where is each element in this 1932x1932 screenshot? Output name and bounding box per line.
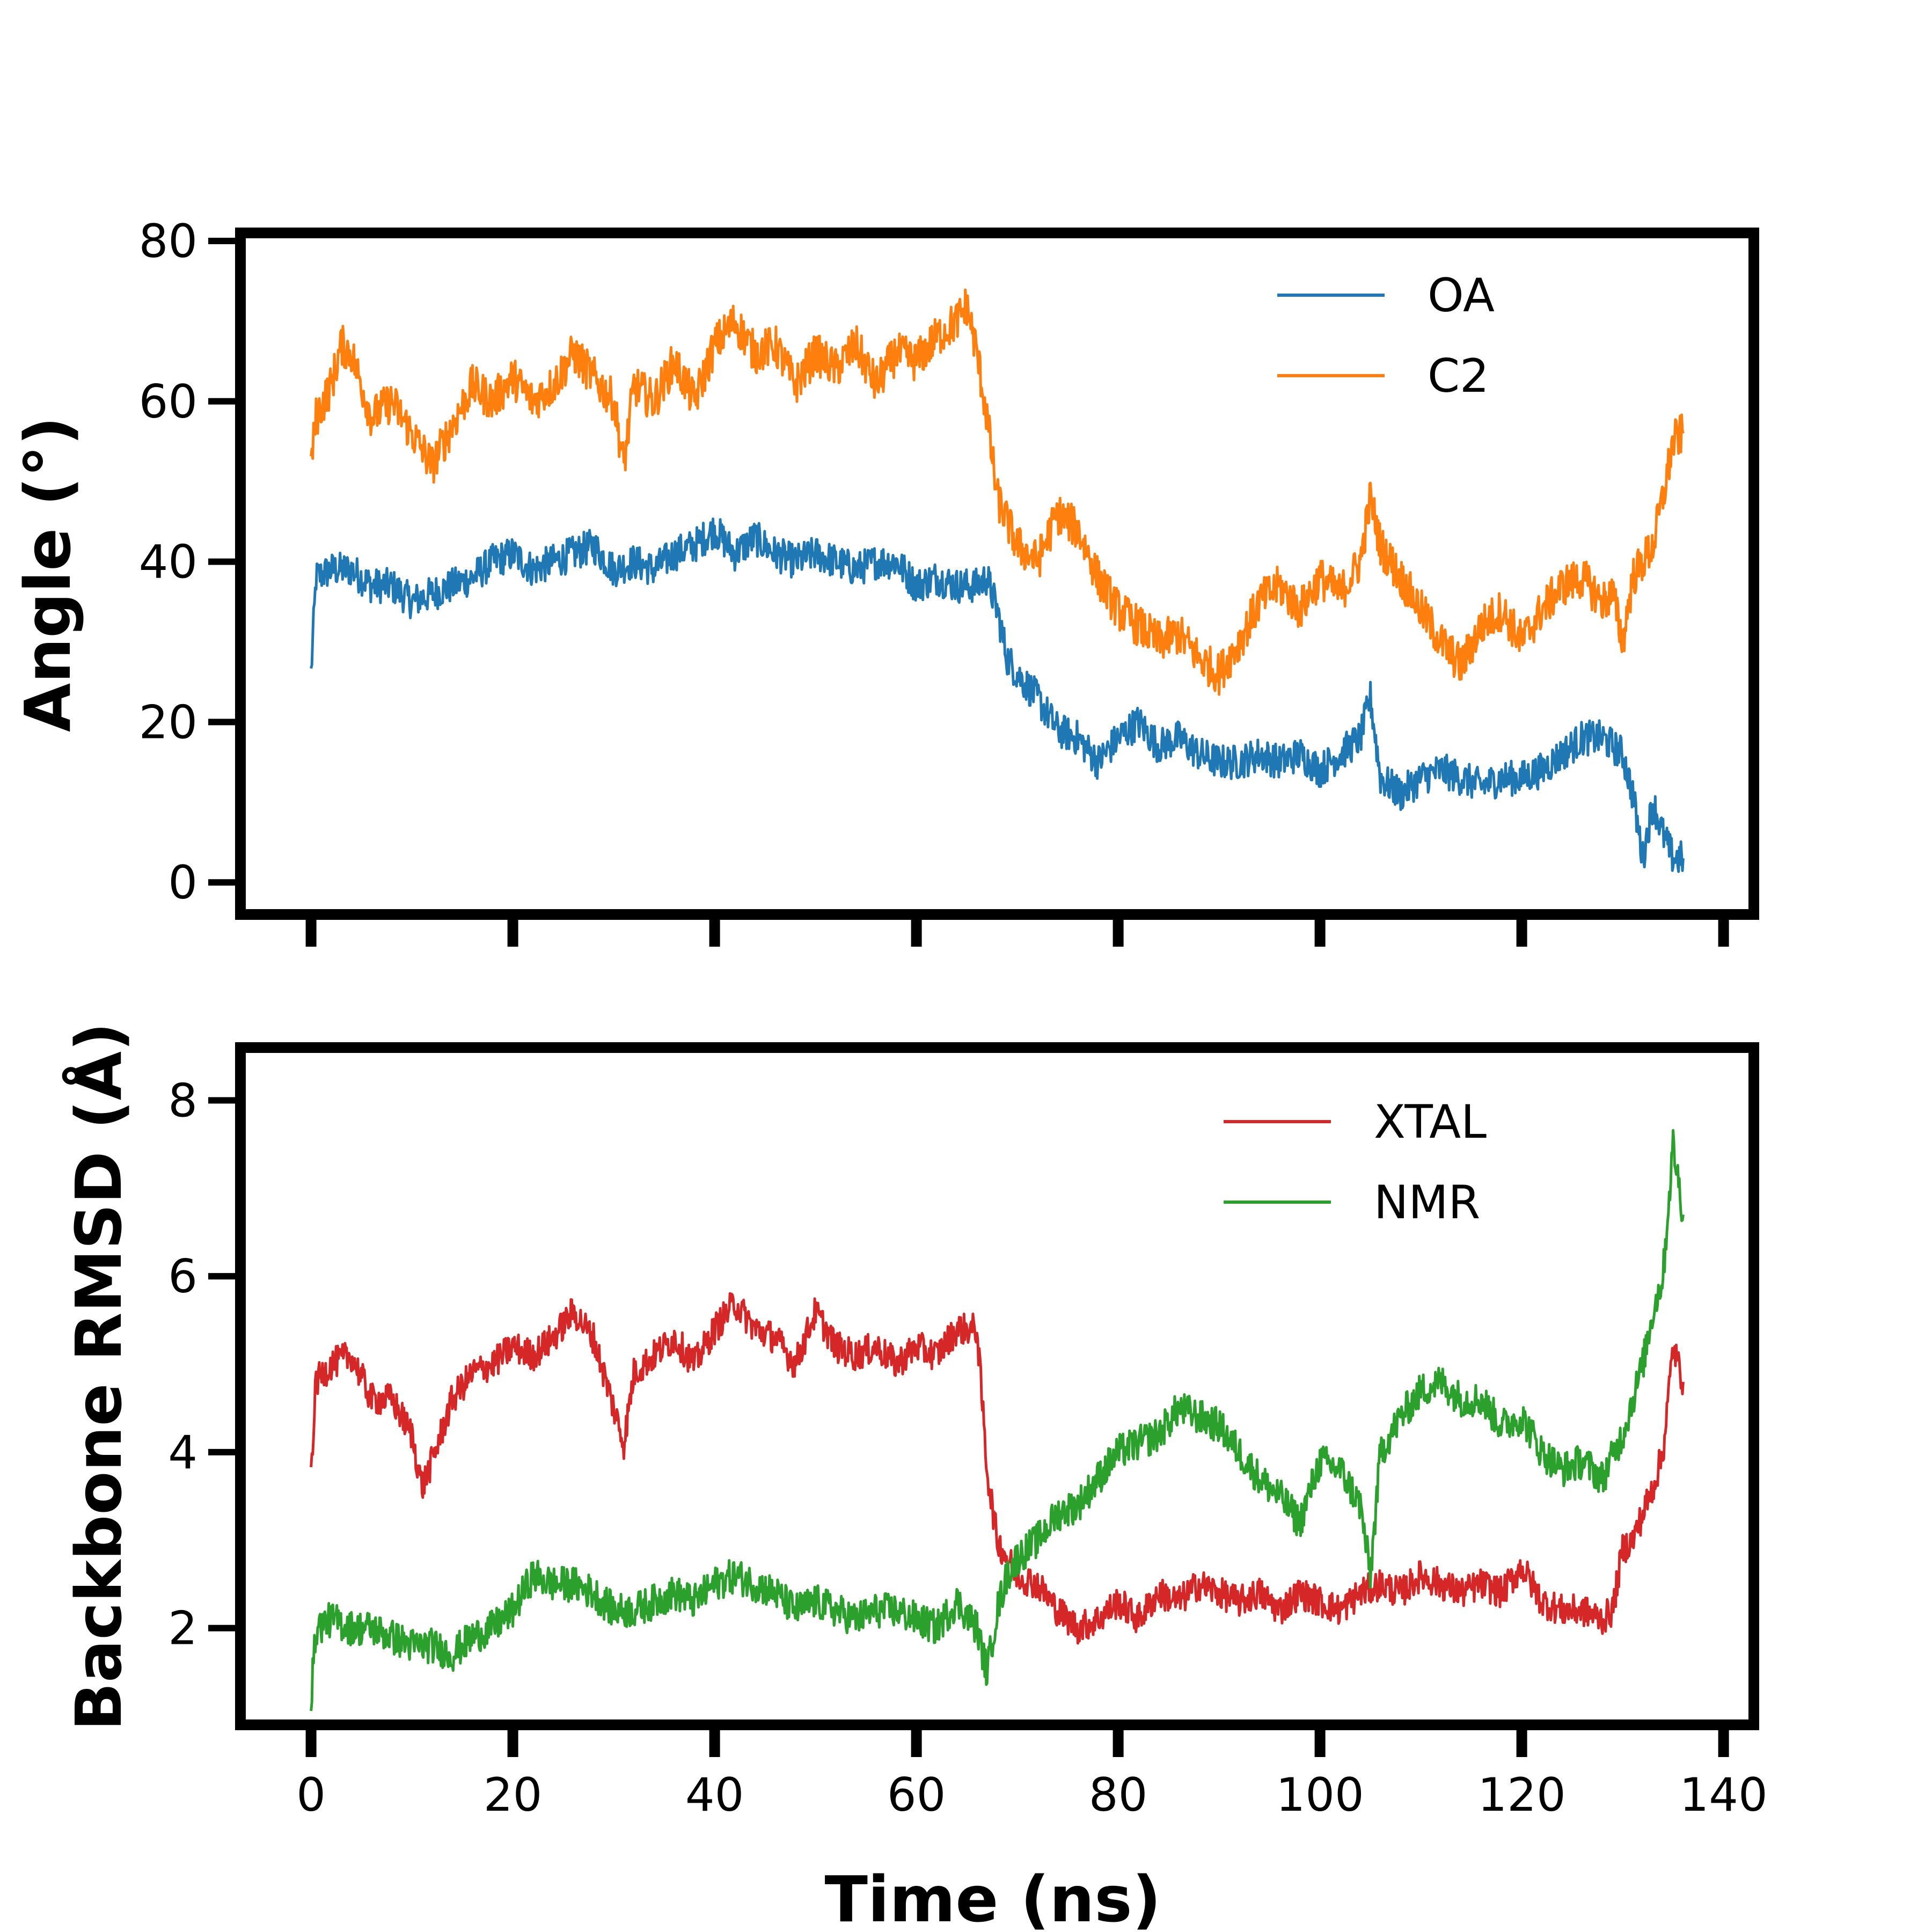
rmsd-plot-frame (235, 1042, 1759, 1730)
rmsd-x-tick-label: 60 (887, 1768, 946, 1822)
angle-panel: 0 20 40 60 80 Angle (°) OA C2 (11, 215, 1759, 947)
angle-y-ticks: 0 20 40 60 80 (139, 215, 240, 910)
angle-series-c2-line (310, 288, 1685, 696)
angle-series-oa-line (310, 517, 1685, 873)
rmsd-x-tick-label: 0 (296, 1768, 326, 1822)
angle-y-tick-label: 20 (139, 696, 197, 749)
rmsd-legend-label-nmr: NMR (1374, 1176, 1480, 1230)
rmsd-x-tick-label: 100 (1276, 1768, 1364, 1822)
angle-legend-label-c2: C2 (1428, 349, 1489, 403)
angle-series-layer (310, 288, 1685, 873)
rmsd-legend: XTAL NMR (1224, 1095, 1487, 1230)
rmsd-x-tick-label: 120 (1478, 1768, 1566, 1822)
rmsd-y-axis-title: Backbone RMSD (Å) (62, 1022, 136, 1731)
rmsd-x-tick-label: 80 (1089, 1768, 1147, 1822)
rmsd-x-tick-label: 140 (1680, 1768, 1768, 1822)
rmsd-y-ticks: 2 4 6 8 (168, 1074, 240, 1656)
angle-y-axis-title: Angle (°) (11, 416, 85, 732)
x-axis-title: Time (ns) (824, 1862, 1161, 1932)
angle-plot-frame (235, 228, 1759, 920)
rmsd-panel: 2 4 6 8 0 20 40 60 80 100 120 140 Backbone RMSD (Å… (62, 1022, 1768, 1822)
angle-y-tick-label: 40 (139, 536, 197, 589)
angle-y-tick-label: 0 (168, 856, 197, 910)
rmsd-y-tick-label: 6 (168, 1250, 197, 1304)
rmsd-y-tick-label: 2 (168, 1602, 197, 1656)
rmsd-series-layer (310, 1129, 1685, 1711)
rmsd-x-tick-label: 40 (685, 1768, 744, 1822)
rmsd-series-xtal-line (310, 1292, 1685, 1645)
rmsd-y-tick-label: 8 (168, 1074, 197, 1128)
rmsd-series-nmr-line (310, 1129, 1685, 1711)
angle-legend: OA C2 (1277, 269, 1495, 403)
angle-y-tick-label: 80 (139, 215, 197, 268)
rmsd-y-tick-label: 4 (168, 1426, 197, 1480)
angle-y-tick-label: 60 (139, 375, 197, 429)
rmsd-x-tick-label: 20 (484, 1768, 542, 1822)
rmsd-x-ticks: 0 20 40 60 80 100 120 140 (296, 1725, 1768, 1822)
angle-legend-label-oa: OA (1428, 269, 1495, 323)
angle-x-ticks (305, 914, 1729, 947)
rmsd-legend-label-xtal: XTAL (1374, 1095, 1487, 1149)
